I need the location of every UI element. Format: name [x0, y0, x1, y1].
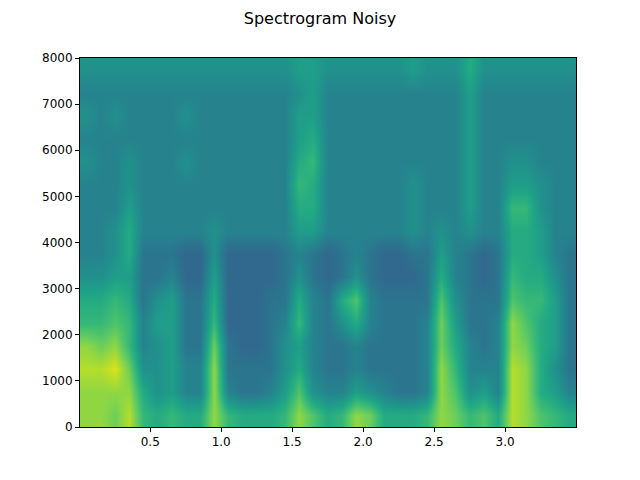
svg-text:7000: 7000 [42, 97, 73, 111]
svg-text:3.0: 3.0 [495, 435, 514, 449]
svg-text:8000: 8000 [42, 51, 73, 65]
svg-text:1.5: 1.5 [283, 435, 302, 449]
svg-text:1000: 1000 [42, 374, 73, 388]
svg-text:Spectrogram Noisy: Spectrogram Noisy [244, 9, 396, 28]
svg-text:4000: 4000 [42, 236, 73, 250]
svg-text:1.0: 1.0 [212, 435, 231, 449]
svg-text:0.5: 0.5 [141, 435, 160, 449]
svg-text:2.0: 2.0 [354, 435, 373, 449]
svg-text:2.5: 2.5 [425, 435, 444, 449]
svg-text:3000: 3000 [42, 282, 73, 296]
svg-text:2000: 2000 [42, 328, 73, 342]
svg-text:6000: 6000 [42, 143, 73, 157]
svg-text:0: 0 [65, 420, 73, 434]
svg-text:5000: 5000 [42, 190, 73, 204]
